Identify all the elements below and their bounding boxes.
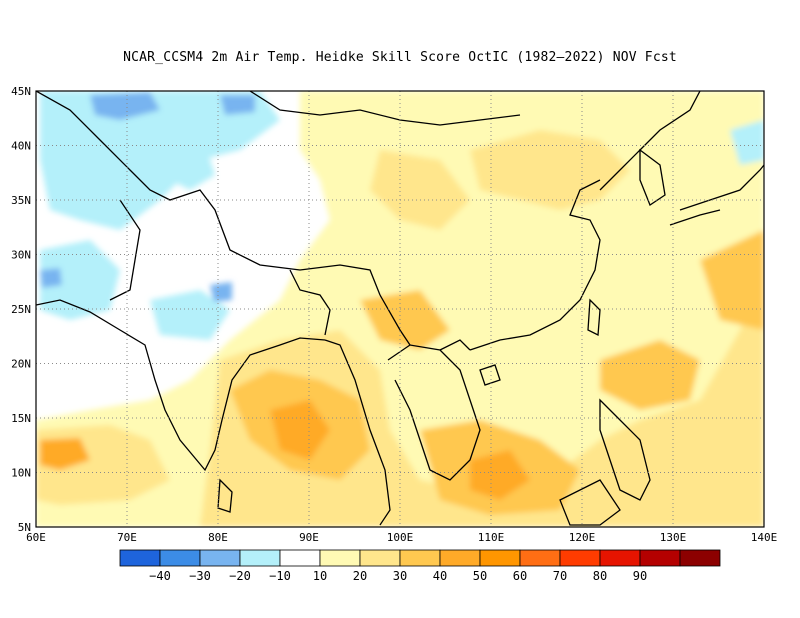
colorbar-swatch [399, 549, 441, 567]
coastline [599, 398, 651, 501]
coastline [479, 364, 501, 386]
colorbar-label: 20 [353, 569, 367, 583]
negative-region [150, 290, 230, 340]
colorbar: −40 −30 −20 −10 10 20 30 40 50 60 70 80 … [119, 549, 721, 583]
colorbar-swatch [199, 549, 241, 567]
lon-tick-label: 130E [660, 531, 687, 544]
coastline [679, 164, 764, 211]
colorbar-label: −10 [269, 569, 291, 583]
lat-tick-label: 5N [18, 521, 31, 534]
negative-region [210, 282, 232, 302]
colorbar-swatch [639, 549, 681, 567]
coastlines [36, 91, 764, 526]
colorbar-swatch [679, 549, 721, 567]
coastline [639, 148, 666, 206]
coastline [599, 91, 701, 191]
lat-tick-label: 45N [11, 85, 31, 98]
colorbar-swatch [239, 549, 281, 567]
negative-region [165, 145, 215, 190]
lon-tick-label: 110E [478, 531, 505, 544]
negative-region [90, 92, 160, 120]
coastline [36, 299, 326, 472]
grid-lines [36, 91, 764, 527]
lat-tick-label: 40N [11, 140, 31, 153]
negative-region [730, 120, 764, 165]
colorbar-swatch [319, 549, 361, 567]
lat-axis: 45N 40N 35N 30N 25N 20N 15N 10N 5N [11, 85, 31, 534]
positive-region [40, 438, 90, 470]
positive-region [360, 290, 450, 350]
positive-region [370, 150, 470, 230]
colorbar-label: 50 [473, 569, 487, 583]
lat-tick-label: 35N [11, 194, 31, 207]
lat-tick-label: 15N [11, 412, 31, 425]
lat-tick-label: 20N [11, 358, 31, 371]
colorbar-swatch [599, 549, 641, 567]
colorbar-label: 90 [633, 569, 647, 583]
lat-tick-label: 30N [11, 249, 31, 262]
colorbar-label: 80 [593, 569, 607, 583]
colorbar-swatch [119, 549, 161, 567]
colorbar-label: −30 [189, 569, 211, 583]
lon-tick-label: 120E [569, 531, 596, 544]
colorbar-swatch [439, 549, 481, 567]
colorbar-label: 10 [313, 569, 327, 583]
negative-region [40, 91, 280, 230]
colorbar-labels: −40 −30 −20 −10 10 20 30 40 50 60 70 80 … [149, 569, 647, 583]
lon-axis: 60E 70E 80E 90E 100E 110E 120E 130E 140E [26, 531, 777, 544]
negative-region [220, 95, 255, 115]
coastline [469, 179, 601, 351]
colorbar-label: −40 [149, 569, 171, 583]
positive-region [470, 450, 530, 500]
border [379, 294, 411, 346]
positive-region [470, 130, 630, 210]
colorbar-label: 40 [433, 569, 447, 583]
lon-tick-label: 80E [208, 531, 228, 544]
colorbar-swatch [559, 549, 601, 567]
border [109, 199, 141, 301]
lon-tick-label: 70E [117, 531, 137, 544]
colorbar-label: 30 [393, 569, 407, 583]
border [249, 91, 521, 126]
border [439, 339, 471, 351]
coastline [559, 479, 621, 526]
lon-tick-label: 140E [751, 531, 778, 544]
colorbar-swatch [519, 549, 561, 567]
negative-region [40, 268, 62, 288]
colorbar-swatch [159, 549, 201, 567]
border [289, 269, 331, 336]
lon-tick-label: 100E [387, 531, 414, 544]
map-title: NCAR_CCSM4 2m Air Temp. Heidke Skill Sco… [123, 50, 677, 65]
colorbar-label: −20 [229, 569, 251, 583]
lat-tick-label: 25N [11, 303, 31, 316]
coastline [217, 478, 233, 513]
coastline [669, 209, 721, 226]
colorbar-label: 70 [553, 569, 567, 583]
colorbar-swatches [119, 549, 721, 567]
positive-region [600, 340, 700, 410]
colorbar-swatch [479, 549, 521, 567]
colorbar-label: 60 [513, 569, 527, 583]
coastline [387, 344, 481, 481]
coastline [324, 339, 391, 526]
map-frame [35, 90, 765, 528]
lat-tick-label: 10N [11, 467, 31, 480]
lon-tick-label: 60E [26, 531, 46, 544]
colorbar-swatch [279, 549, 321, 567]
lon-tick-label: 90E [299, 531, 319, 544]
coastline [587, 298, 601, 337]
positive-region [270, 400, 330, 460]
colorbar-swatch [359, 549, 401, 567]
